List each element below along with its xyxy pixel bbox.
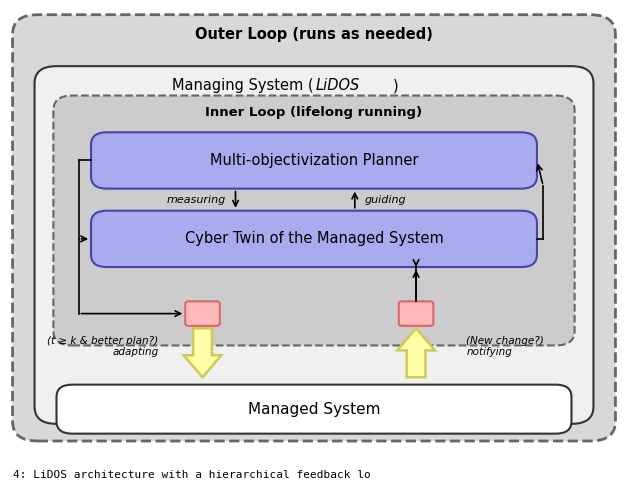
FancyBboxPatch shape: [91, 132, 537, 189]
Text: (t ≥ k & better plan?)
adapting: (t ≥ k & better plan?) adapting: [48, 336, 158, 357]
FancyBboxPatch shape: [185, 301, 220, 326]
Polygon shape: [184, 328, 222, 377]
Text: ): ): [392, 78, 398, 94]
FancyBboxPatch shape: [13, 15, 615, 441]
FancyBboxPatch shape: [35, 66, 593, 424]
Text: measuring: measuring: [167, 195, 226, 205]
Text: Managed System: Managed System: [248, 402, 380, 416]
Text: Outer Loop (runs as needed): Outer Loop (runs as needed): [195, 27, 433, 42]
Text: Cyber Twin of the Managed System: Cyber Twin of the Managed System: [185, 231, 443, 246]
Text: Managing System (: Managing System (: [172, 78, 314, 94]
Text: 4: LiDOS architecture with a hierarchical feedback lo: 4: LiDOS architecture with a hierarchica…: [13, 470, 371, 480]
FancyBboxPatch shape: [53, 96, 575, 345]
Text: guiding: guiding: [364, 195, 406, 205]
FancyBboxPatch shape: [91, 211, 537, 267]
Text: LiDOS: LiDOS: [316, 78, 360, 94]
Polygon shape: [397, 328, 435, 377]
Text: Inner Loop (lifelong running): Inner Loop (lifelong running): [205, 106, 423, 120]
FancyBboxPatch shape: [57, 385, 571, 434]
Text: (New change?)
notifying: (New change?) notifying: [466, 336, 544, 357]
Text: Multi-objectivization Planner: Multi-objectivization Planner: [210, 153, 418, 168]
FancyBboxPatch shape: [399, 301, 433, 326]
